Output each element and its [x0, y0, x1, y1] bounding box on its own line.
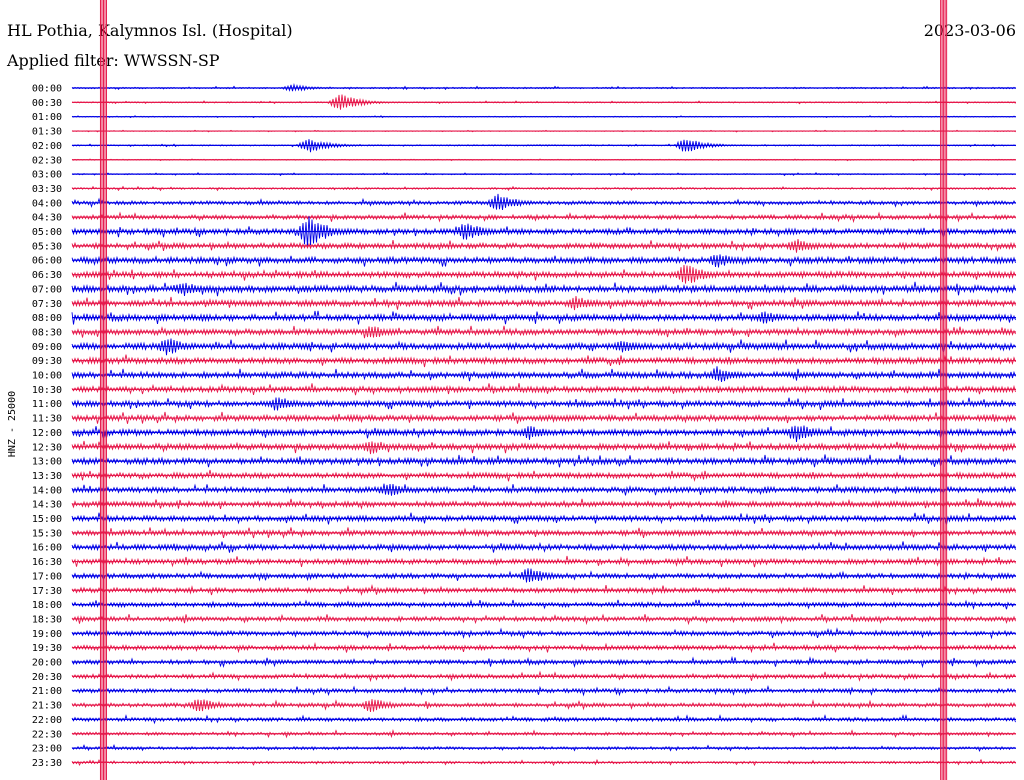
trace-line	[71, 366, 1016, 383]
time-tick-label: 17:00	[32, 571, 62, 582]
filter-label: Applied filter: WWSSN-SP	[6, 51, 220, 70]
time-tick-label: 09:30	[32, 356, 62, 367]
time-tick-label: 19:00	[32, 629, 62, 640]
time-tick-label: 15:00	[32, 514, 62, 525]
time-tick-label: 02:30	[32, 155, 62, 166]
time-tick-label: 11:30	[32, 414, 62, 425]
record-date: 2023-03-06	[924, 21, 1016, 40]
time-tick-label: 08:00	[32, 313, 62, 324]
trace-line	[71, 397, 1016, 411]
trace-line	[71, 354, 1016, 368]
time-tick-label: 05:00	[32, 227, 62, 238]
time-tick-label: 00:00	[32, 84, 62, 95]
time-tick-label: 21:00	[32, 686, 62, 697]
time-tick-label: 16:00	[32, 543, 62, 554]
time-tick-label: 02:00	[32, 141, 62, 152]
time-tick-label: 03:00	[32, 170, 62, 181]
time-tick-label: 09:00	[32, 342, 62, 353]
time-tick-label: 01:30	[32, 127, 62, 138]
time-tick-label: 15:30	[32, 528, 62, 539]
time-tick-label: 20:00	[32, 658, 62, 669]
time-tick-label: 05:30	[32, 241, 62, 252]
trace-line	[71, 425, 1016, 443]
channel-axis-label: HNZ - 25000	[7, 391, 18, 457]
time-tick-label: 14:00	[32, 485, 62, 496]
time-tick-label: 06:00	[32, 256, 62, 267]
trace-line	[71, 440, 1016, 455]
time-tick-label: 10:30	[32, 385, 62, 396]
trace-line	[71, 193, 1016, 211]
time-tick-label: 22:00	[32, 715, 62, 726]
trace-line	[71, 338, 1016, 356]
time-tick-label: 16:30	[32, 557, 62, 568]
trace-group	[71, 83, 1016, 767]
trace-line	[71, 254, 1016, 268]
time-tick-label: 17:30	[32, 586, 62, 597]
trace-line	[71, 599, 1016, 611]
time-tick-label: 13:30	[32, 471, 62, 482]
time-tick-label: 03:30	[32, 184, 62, 195]
trace-line	[71, 541, 1016, 553]
time-tick-label: 06:30	[32, 270, 62, 281]
time-tick-label: 07:00	[32, 284, 62, 295]
time-tick-label: 12:00	[32, 428, 62, 439]
time-tick-label: 18:00	[32, 600, 62, 611]
time-tick-label: 08:30	[32, 327, 62, 338]
time-tick-label: 21:30	[32, 701, 62, 712]
time-tick-label: 00:30	[32, 98, 62, 109]
time-tick-label: 12:30	[32, 442, 62, 453]
time-tick-labels: 00:00 00:30 01:00 01:30 02:00 02:30 03:00 03:30…	[32, 84, 62, 769]
station-title: HL Pothia, Kalymnos Isl. (Hospital)	[7, 21, 293, 40]
time-tick-label: 13:00	[32, 457, 62, 468]
time-tick-label: 04:00	[32, 198, 62, 209]
time-tick-label: 11:00	[32, 399, 62, 410]
time-tick-label: 20:30	[32, 672, 62, 683]
time-tick-label: 23:30	[32, 758, 62, 769]
time-tick-label: 01:00	[32, 112, 62, 123]
time-tick-label: 14:30	[32, 500, 62, 511]
saturation-marks	[99, 0, 948, 780]
time-tick-label: 19:30	[32, 643, 62, 654]
time-tick-label: 18:30	[32, 614, 62, 625]
time-tick-label: 22:30	[32, 729, 62, 740]
time-tick-label: 04:30	[32, 213, 62, 224]
time-tick-label: 07:30	[32, 299, 62, 310]
time-tick-label: 23:00	[32, 744, 62, 755]
time-tick-label: 10:00	[32, 371, 62, 382]
